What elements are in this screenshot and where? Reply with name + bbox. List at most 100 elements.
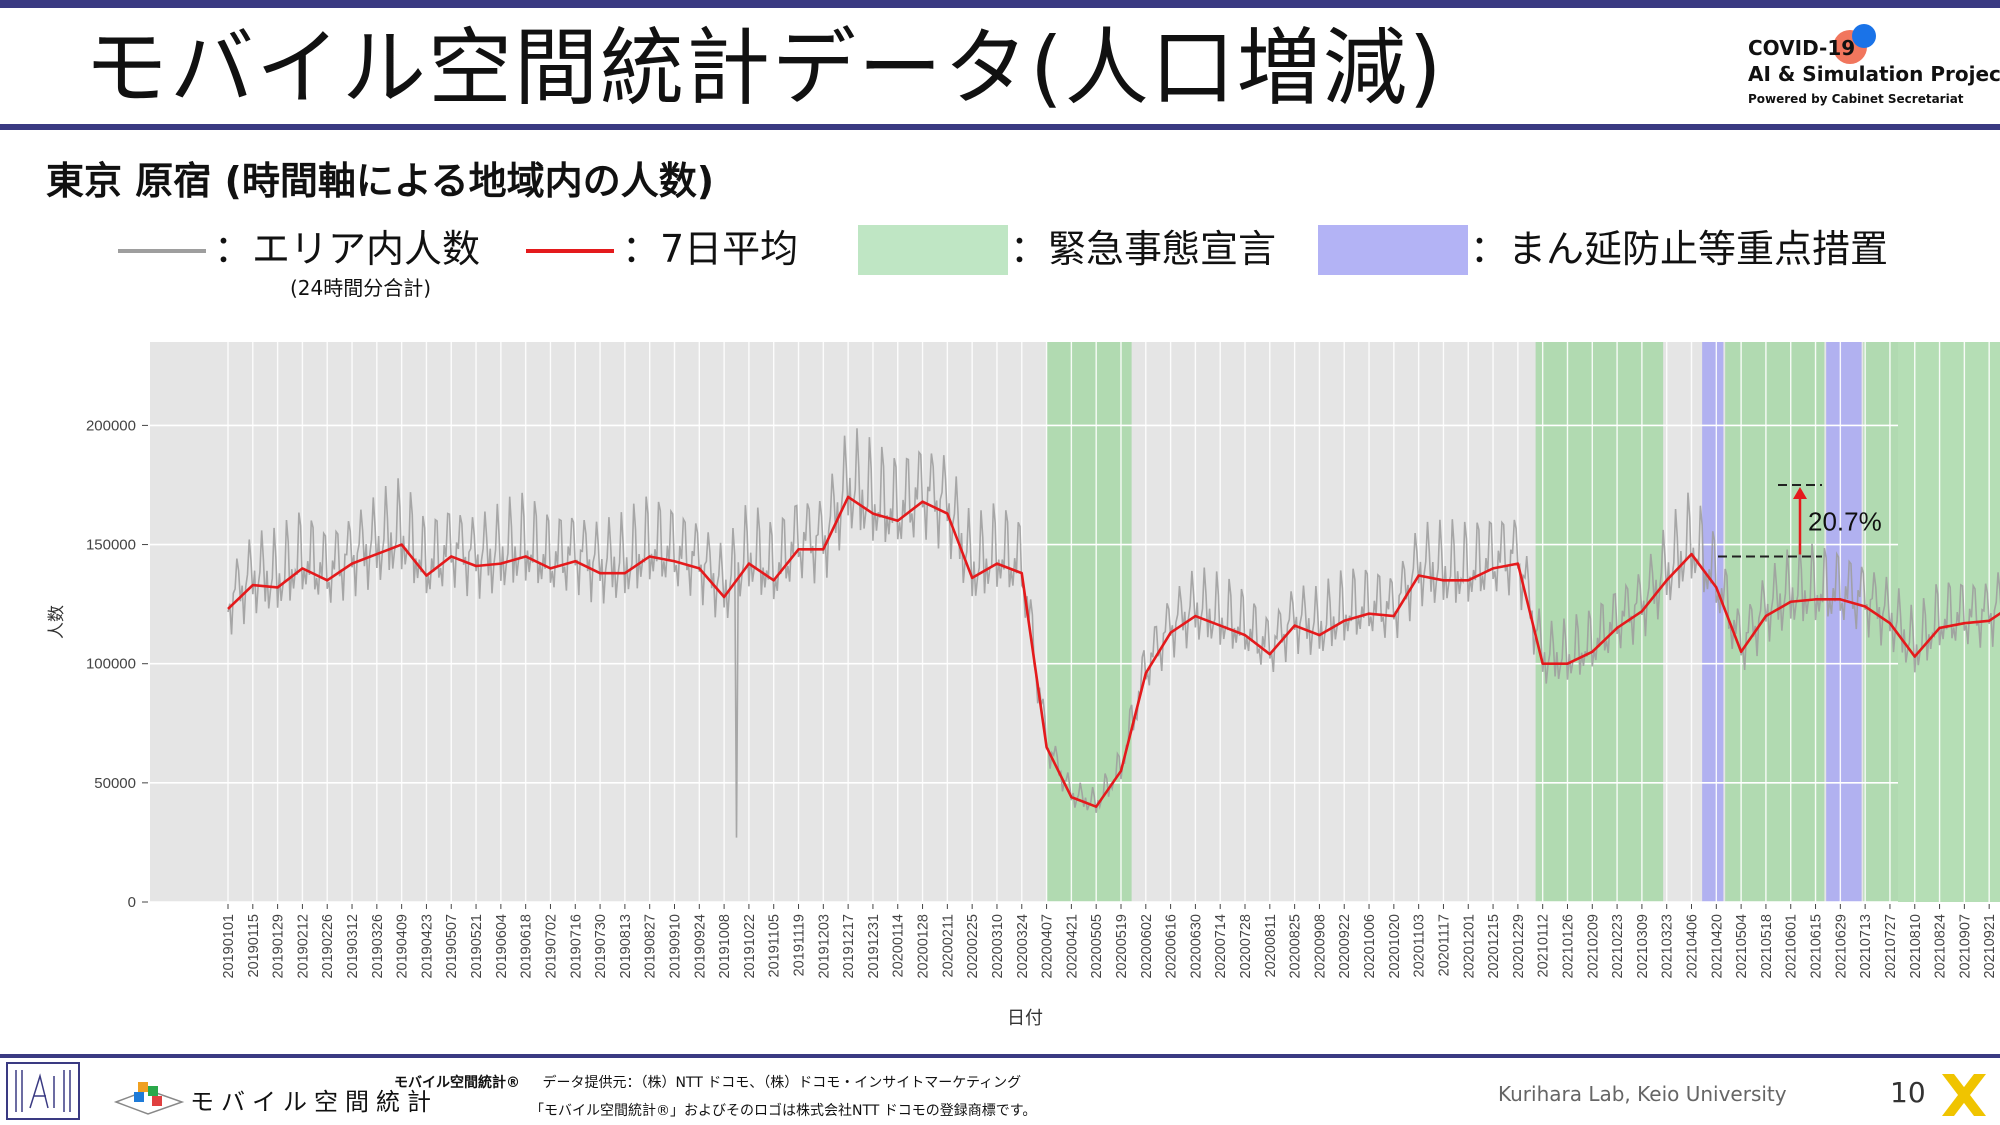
shaded-period-priority-2 <box>1702 342 1724 902</box>
x-tick-label: 20210112 <box>1536 914 1552 977</box>
x-tick-label: 20210907 <box>1957 914 1973 979</box>
x-tick-label: 20190924 <box>692 914 708 979</box>
x-tick-label: 20191105 <box>767 914 783 977</box>
x-tick-label: 20210209 <box>1585 914 1601 979</box>
title-rule <box>0 124 2000 130</box>
x-tick-label: 20200310 <box>990 914 1006 979</box>
x-tick-label: 20210615 <box>1809 914 1825 979</box>
x-tick-label: 20200825 <box>1288 914 1304 979</box>
footer-provider-note: モバイル空間統計® データ提供元：（株）NTT ドコモ、（株）ドコモ・インサイト… <box>394 1072 1021 1092</box>
chart-subtitle: 東京 原宿 (時間軸による地域内の人数) <box>46 159 715 203</box>
x-tick-label: 20200505 <box>1089 914 1105 979</box>
x-tick-label: 20210810 <box>1908 914 1924 979</box>
x-tick-label: 20190409 <box>395 914 411 979</box>
legend-raw-note: (24時間分合計) <box>290 276 432 300</box>
x-tick-label: 20201229 <box>1511 914 1527 979</box>
x-tick-label: 20190827 <box>643 914 659 979</box>
x-tick-label: 20190423 <box>419 914 435 979</box>
x-tick-label: 20210309 <box>1635 914 1651 979</box>
footer-brand-text: モバイル空間統計 <box>190 1088 438 1116</box>
top-accent-bar <box>0 0 2000 8</box>
x-tick-label: 20201006 <box>1362 914 1378 979</box>
logo-line2: AI & Simulation Project <box>1748 62 2000 86</box>
x-tick-label: 20200407 <box>1040 914 1056 979</box>
x-tick-label: 20190702 <box>543 914 559 979</box>
x-tick-label: 20210601 <box>1784 914 1800 979</box>
x-tick-label: 20201201 <box>1461 914 1477 979</box>
x-tick-label: 20200602 <box>1139 914 1155 979</box>
x-tick-label: 20191217 <box>841 914 857 979</box>
x-tick-label: 20190129 <box>271 914 287 979</box>
footer-provider-text: データ提供元：（株）NTT ドコモ、（株）ドコモ・インサイトマーケティング <box>542 1075 1022 1091</box>
y-tick-label: 150000 <box>86 537 136 554</box>
mobile-stats-cube-logo-icon <box>112 1076 186 1116</box>
x-tick-label: 20200630 <box>1188 914 1204 979</box>
shaded-period-emergency-0 <box>1046 342 1132 902</box>
x-tick-label: 20200922 <box>1337 914 1353 979</box>
x-tick-label: 20190910 <box>667 914 683 979</box>
x-tick-label: 20210420 <box>1709 914 1725 979</box>
y-tick-label: 0 <box>128 894 136 911</box>
page-title: モバイル空間統計データ(人口増減) <box>84 19 1444 117</box>
x-tick-label: 20200211 <box>940 914 956 977</box>
x-tick-label: 20210126 <box>1560 914 1576 979</box>
legend-avg-label: ：7日平均 <box>622 227 799 271</box>
area-total-series-line <box>227 428 2000 838</box>
logo-line1: COVID-19 <box>1748 36 1856 60</box>
annotation-percent-label: 20.7% <box>1808 507 1882 537</box>
x-tick-label: 20210629 <box>1833 914 1849 979</box>
legend-avg-swatch <box>526 249 614 253</box>
legend-raw-swatch <box>118 249 206 253</box>
x-tick-label: 20201117 <box>1436 914 1452 976</box>
x-tick-label: 20200616 <box>1164 914 1180 979</box>
footer-rule <box>0 1054 2000 1058</box>
x-tick-label: 20210713 <box>1858 914 1874 979</box>
x-tick-label: 20190716 <box>568 914 584 979</box>
logo-line3: Powered by Cabinet Secretariat <box>1748 92 1964 106</box>
legend-emergency-label: ：緊急事態宣言 <box>1010 227 1277 271</box>
project-logo: COVID-19 AI & Simulation Project Powered… <box>1748 24 2000 116</box>
x-tick-label: 20191231 <box>866 914 882 979</box>
legend-raw-label: ：エリア内人数 <box>214 227 481 271</box>
x-tick-label: 20190101 <box>221 914 237 979</box>
x-tick-label: 20210223 <box>1610 914 1626 979</box>
x-tick-label: 20190212 <box>295 914 311 979</box>
y-axis-label: 人数 <box>47 605 67 639</box>
x-tick-label: 20190312 <box>345 914 361 979</box>
x-tick-label: 20190507 <box>444 914 460 979</box>
x-tick-label: 20190226 <box>320 914 336 979</box>
page-number: 10 <box>1890 1076 1926 1109</box>
x-tick-label: 20201020 <box>1387 914 1403 979</box>
x-tick-label: 20200128 <box>916 914 932 979</box>
logo-blue-dot-icon <box>1852 24 1876 48</box>
footer-lab-credit: Kurihara Lab, Keio University <box>1498 1082 1787 1106</box>
x-brand-logo-icon <box>1938 1070 1990 1120</box>
x-tick-label: 20210921 <box>1982 914 1998 979</box>
x-tick-label: 20200811 <box>1263 914 1279 977</box>
ai-lab-logo-icon <box>6 1062 80 1120</box>
x-tick-label: 20200519 <box>1114 914 1130 979</box>
x-tick-label: 20190521 <box>469 914 485 979</box>
x-tick-label: 20200714 <box>1213 914 1229 979</box>
x-tick-label: 20190813 <box>618 914 634 979</box>
x-tick-label: 20200225 <box>965 914 981 979</box>
legend-emergency-swatch <box>858 225 1008 275</box>
footer-trademark-note: 「モバイル空間統計®」およびそのロゴは株式会社NTT ドコモの登録商標です。 <box>530 1103 1037 1119</box>
x-axis-label: 日付 <box>1007 1008 1043 1029</box>
x-tick-label: 20190326 <box>370 914 386 979</box>
avg7-series-line <box>227 495 2000 808</box>
x-tick-label: 20190730 <box>593 914 609 979</box>
x-tick-label: 20201103 <box>1412 914 1428 977</box>
y-tick-label: 50000 <box>94 775 136 792</box>
x-tick-label: 20191119 <box>792 914 808 976</box>
x-tick-label: 20210824 <box>1933 914 1949 979</box>
population-line-chart: 0 50000 100000 150000 200000 人数 20190101 20190… <box>47 342 2000 1029</box>
y-tick-label: 200000 <box>86 417 136 434</box>
x-tick-label: 20200324 <box>1015 914 1031 979</box>
legend-priority-label: ：まん延防止等重点措置 <box>1470 227 1889 271</box>
x-tick-label: 20210504 <box>1734 914 1750 979</box>
y-tick-label: 100000 <box>86 656 136 673</box>
x-tick-label: 20201215 <box>1486 914 1502 979</box>
x-tick-label: 20210406 <box>1685 914 1701 979</box>
x-tick-label: 20190115 <box>246 914 262 977</box>
